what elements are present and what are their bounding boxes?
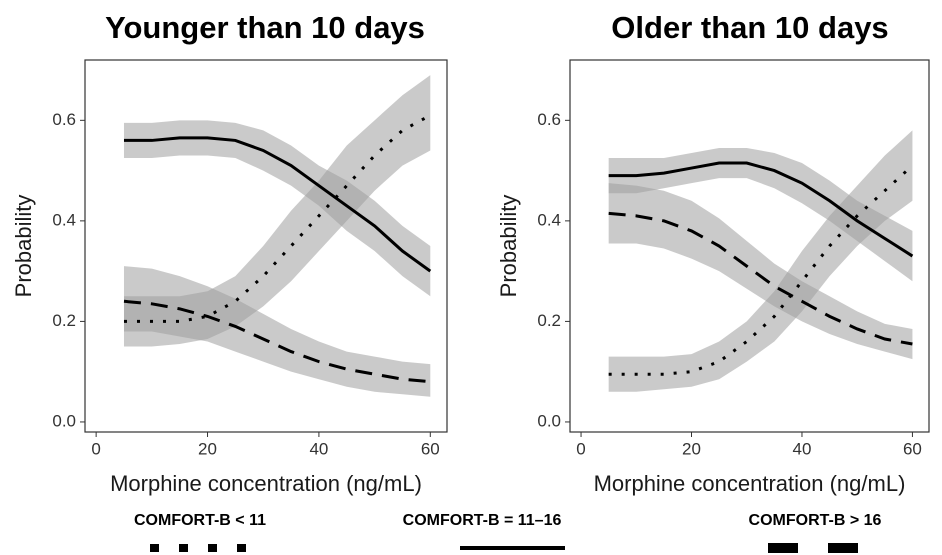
x-tick-label: 20 bbox=[198, 439, 217, 458]
legend-label: COMFORT-B > 16 bbox=[749, 512, 882, 529]
line bbox=[608, 211, 913, 346]
x-tick-label: 60 bbox=[421, 439, 440, 458]
x-tick-label: 0 bbox=[576, 439, 585, 458]
y-axis-label: Probability bbox=[11, 195, 36, 298]
y-tick-label: 0.4 bbox=[537, 210, 561, 229]
y-tick-label: 0.0 bbox=[52, 411, 76, 430]
chart-title: Younger than 10 days bbox=[105, 10, 425, 45]
line bbox=[608, 161, 914, 258]
confidence-band bbox=[608, 130, 913, 392]
confidence-band bbox=[123, 120, 431, 297]
confidence-band bbox=[608, 147, 913, 282]
y-tick-label: 0.2 bbox=[52, 311, 76, 330]
y-tick-label: 0.6 bbox=[537, 110, 561, 129]
x-tick-label: 60 bbox=[903, 439, 922, 458]
x-tick-label: 40 bbox=[309, 439, 328, 458]
legend-label: COMFORT-B = 11–16 bbox=[403, 512, 562, 529]
x-tick-label: 0 bbox=[91, 439, 100, 458]
y-axis-label: Probability bbox=[496, 195, 521, 298]
x-tick-label: 40 bbox=[793, 439, 812, 458]
x-axis-label: Morphine concentration (ng/mL) bbox=[594, 471, 906, 496]
line bbox=[123, 136, 432, 273]
confidence-band bbox=[123, 266, 431, 397]
legend-label: COMFORT-B < 11 bbox=[134, 512, 266, 529]
plot-frame bbox=[569, 59, 930, 433]
y-tick-label: 0.6 bbox=[52, 110, 76, 129]
confidence-band bbox=[608, 183, 913, 360]
x-axis-label: Morphine concentration (ng/mL) bbox=[110, 471, 422, 496]
x-tick-label: 20 bbox=[682, 439, 701, 458]
confidence-band bbox=[123, 75, 431, 347]
y-tick-label: 0.2 bbox=[537, 311, 561, 330]
chart-title: Older than 10 days bbox=[611, 10, 888, 45]
y-tick-label: 0.4 bbox=[52, 210, 76, 229]
y-tick-label: 0.0 bbox=[537, 411, 561, 430]
plot-frame bbox=[84, 59, 448, 433]
